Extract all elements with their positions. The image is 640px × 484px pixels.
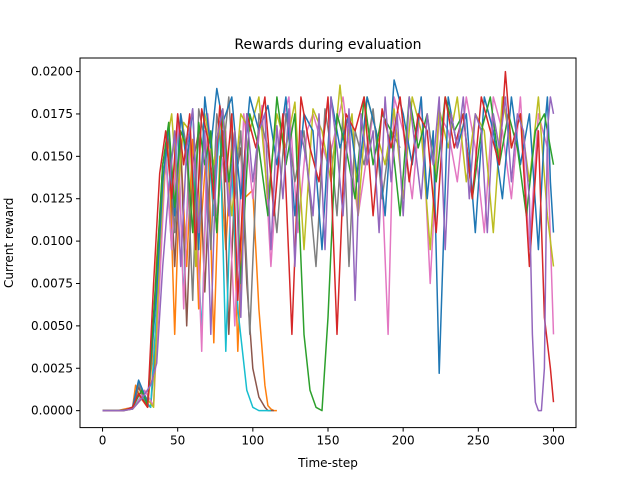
x-tick-label: 150: [317, 434, 340, 448]
x-tick-label: 50: [170, 434, 185, 448]
series-line-10: [102, 96, 555, 412]
y-tick-label: 0.0175: [31, 107, 73, 121]
y-tick-label: 0.0100: [31, 234, 73, 248]
series-layer: [102, 70, 555, 412]
y-tick-label: 0.0025: [31, 361, 73, 375]
chart-title: Rewards during evaluation: [234, 37, 421, 53]
x-tick-label: 250: [467, 434, 490, 448]
y-tick-label: 0.0000: [31, 404, 73, 418]
y-tick-label: 0.0200: [31, 65, 73, 79]
x-tick-label: 200: [392, 434, 415, 448]
y-tick-label: 0.0150: [31, 149, 73, 163]
series-line-8: [102, 96, 555, 412]
x-tick-label: 100: [241, 434, 264, 448]
series-line-9: [102, 70, 555, 412]
x-axis: 0 50 100 150 200 250 300: [99, 427, 565, 448]
x-tick-label: 300: [542, 434, 565, 448]
x-tick-label: 0: [99, 434, 107, 448]
y-axis: 0.0000 0.0025 0.0050 0.0075 0.0100 0.0125 0.01…: [31, 65, 80, 418]
y-tick-label: 0.0125: [31, 192, 73, 206]
x-axis-label: Time-step: [297, 456, 358, 470]
y-axis-label: Current reward: [2, 198, 16, 288]
y-tick-label: 0.0050: [31, 319, 73, 333]
y-tick-label: 0.0075: [31, 276, 73, 290]
